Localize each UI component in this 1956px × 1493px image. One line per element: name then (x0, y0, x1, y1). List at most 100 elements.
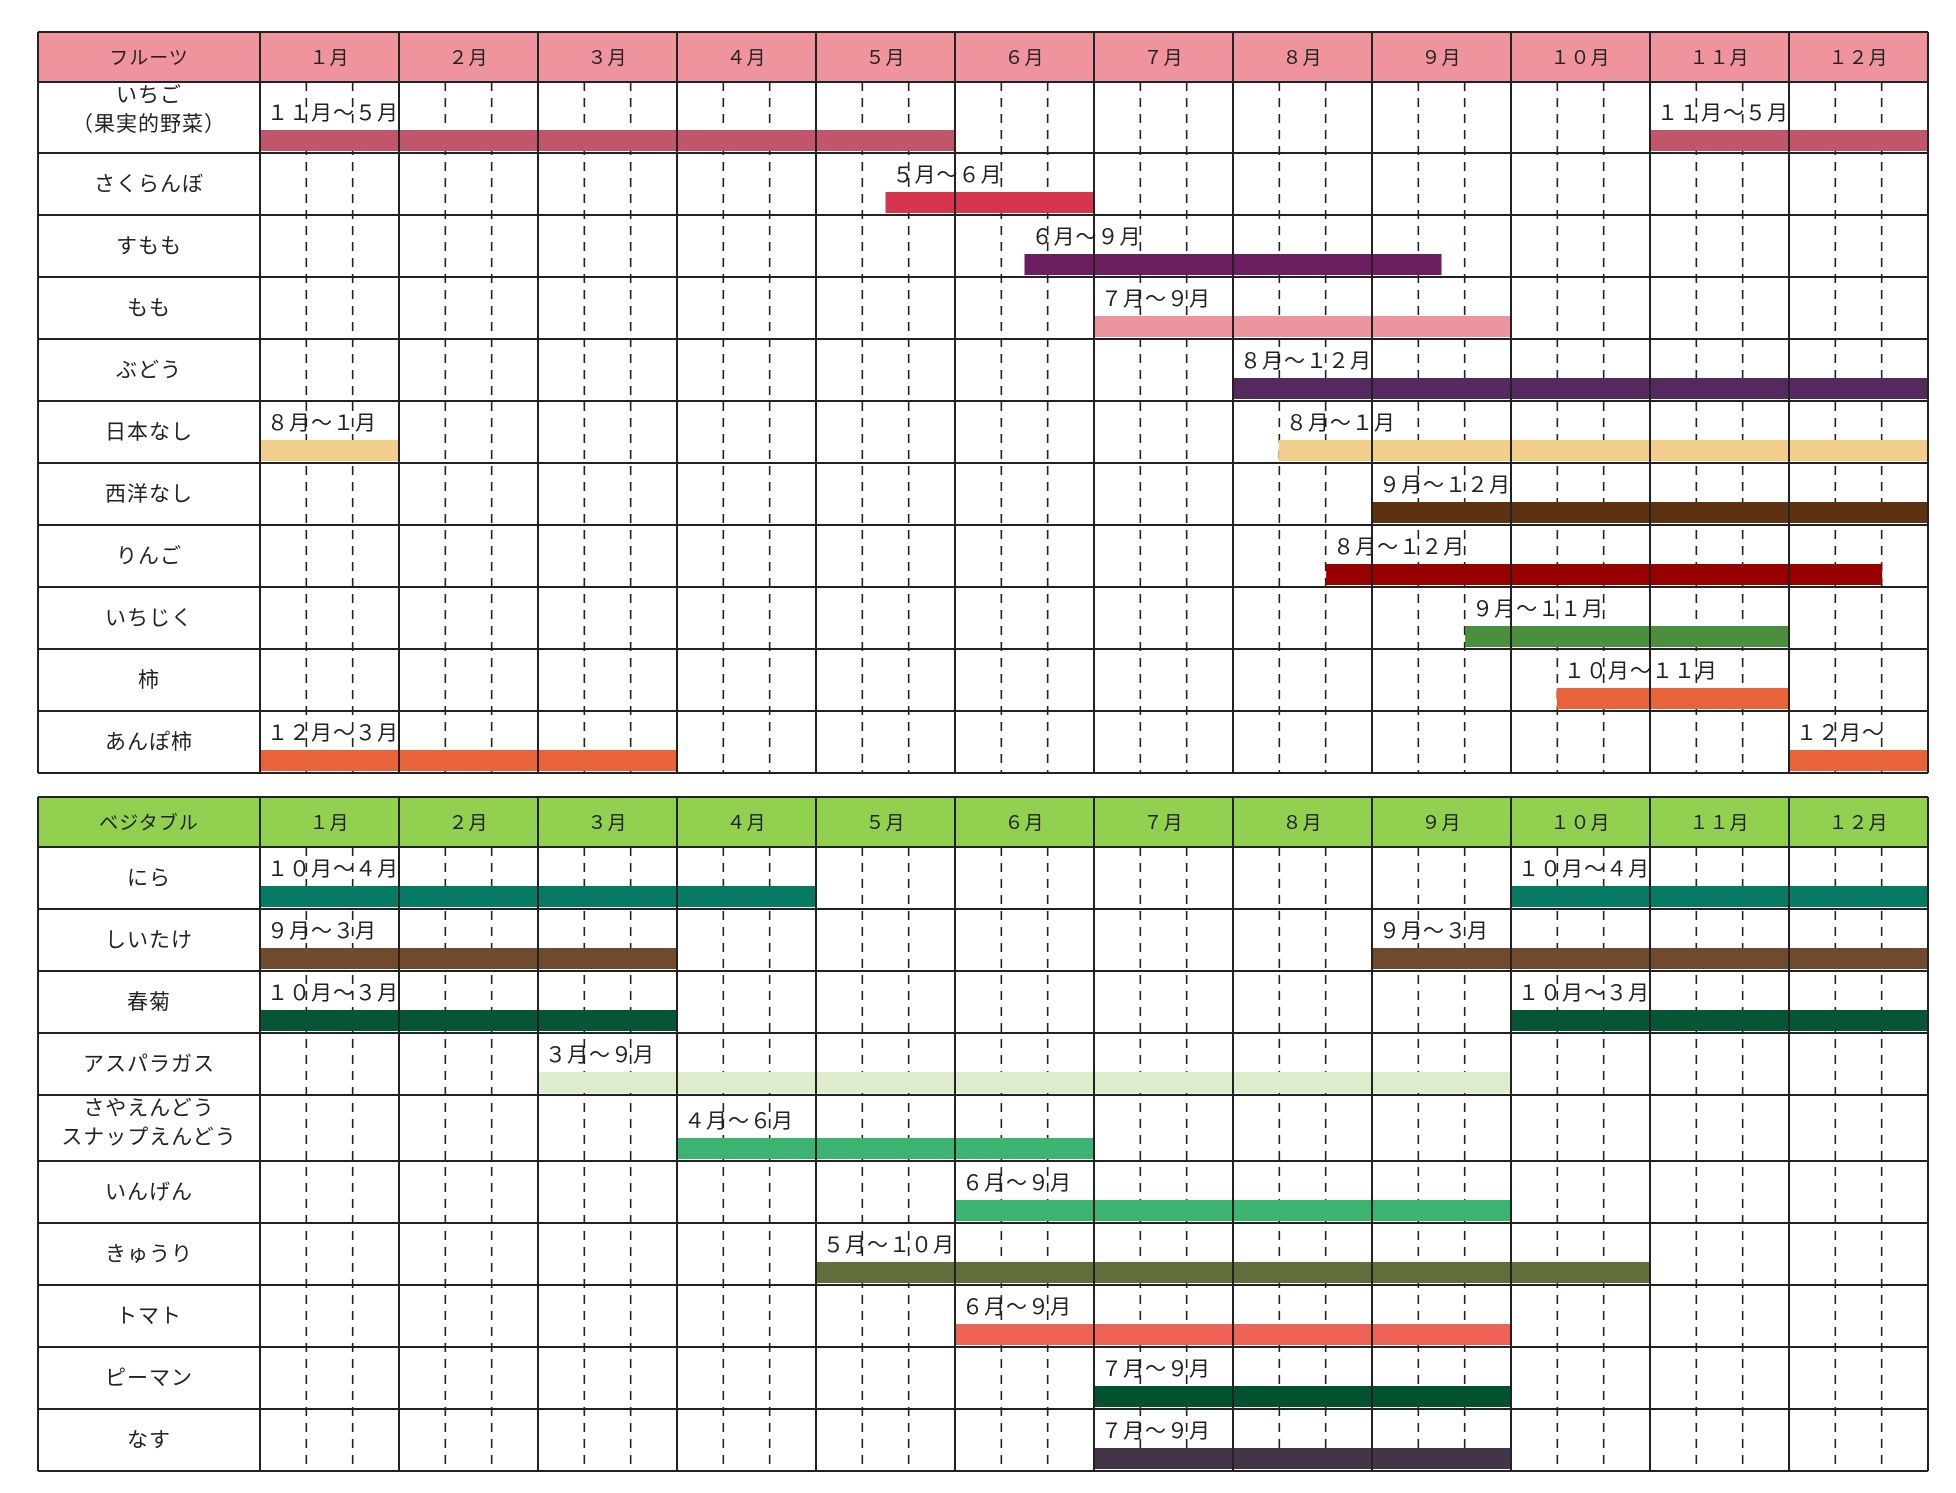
row-name: さくらんぼ (94, 172, 204, 196)
table-header (38, 797, 1928, 847)
row-name: きゅうり (105, 1242, 193, 1266)
category-header-label: フルーツ (109, 47, 189, 69)
season-label: ８月～１２月 (1240, 349, 1372, 373)
season-label: ４月～６月 (684, 1109, 794, 1133)
season-label: ５月～６月 (893, 163, 1003, 187)
season-bar (1465, 626, 1789, 647)
month-header-4: ４月 (726, 47, 766, 69)
season-bar (260, 130, 955, 151)
season-label: １０月～４月 (267, 857, 399, 881)
row-name-line: （果実的野菜） (72, 112, 226, 136)
season-bar (885, 192, 1094, 213)
month-header-12: １２月 (1828, 47, 1888, 69)
season-label: １２月～ (1796, 721, 1884, 745)
season-bar (1233, 378, 1928, 399)
season-bar (677, 1138, 1094, 1159)
row-name: りんご (116, 544, 182, 568)
season-bar (260, 440, 399, 461)
season-bar (1511, 1010, 1928, 1031)
season-label: ７月～９月 (1101, 1357, 1211, 1381)
season-label: １１月～５月 (267, 101, 399, 125)
month-header-11: １１月 (1689, 47, 1749, 69)
month-header-12: １２月 (1828, 812, 1888, 834)
month-header-7: ７月 (1143, 812, 1183, 834)
season-bar (1094, 1386, 1511, 1407)
table-row: 柿 １０月～１１月 (138, 659, 1789, 709)
row-name: トマト (116, 1304, 182, 1328)
month-header-8: ８月 (1282, 812, 1322, 834)
season-label: ６月～９月 (962, 1171, 1072, 1195)
season-label: １０月～１１月 (1564, 659, 1718, 683)
month-header-2: ２月 (448, 812, 488, 834)
season-label: ７月～９月 (1101, 287, 1211, 311)
season-label: １２月～３月 (267, 721, 399, 745)
month-header-9: ９月 (1421, 812, 1461, 834)
month-header-1: １月 (309, 47, 349, 69)
row-name: なす (127, 1428, 171, 1452)
month-header-11: １１月 (1689, 812, 1749, 834)
month-header-9: ９月 (1421, 47, 1461, 69)
season-label: ９月～３月 (267, 919, 377, 943)
month-header-1: １月 (309, 812, 349, 834)
season-label: ７月～９月 (1101, 1419, 1211, 1443)
row-name: いちじく (105, 606, 193, 630)
month-header-8: ８月 (1282, 47, 1322, 69)
table-row: もも ７月～９月 (127, 287, 1511, 337)
season-label: １１月～５月 (1657, 101, 1789, 125)
season-bar (260, 948, 677, 969)
month-header-10: １０月 (1550, 47, 1610, 69)
season-label: ８月～１月 (1286, 411, 1396, 435)
season-bar (260, 750, 677, 771)
table-row: 日本なし ８月～１月 ８月～１月 (105, 411, 1928, 461)
row-name: もも (127, 296, 171, 320)
season-bar (1511, 886, 1928, 907)
table-row: しいたけ ９月～３月 ９月～３月 (105, 919, 1928, 969)
season-label: ６月～９月 (962, 1295, 1072, 1319)
month-header-4: ４月 (726, 812, 766, 834)
season-bar (260, 1010, 677, 1031)
row-name: しいたけ (105, 928, 193, 952)
season-label: ９月～１２月 (1379, 473, 1511, 497)
month-header-7: ７月 (1143, 47, 1183, 69)
month-header-6: ６月 (1004, 812, 1044, 834)
table-header (38, 32, 1928, 82)
season-bar (1094, 1448, 1511, 1469)
table-row: ぶどう ８月～１２月 (116, 349, 1928, 399)
row-name-line: いちご (116, 83, 182, 107)
row-name: いんげん (105, 1180, 193, 1204)
table-row: トマト ６月～９月 (116, 1295, 1511, 1345)
row-name: 西洋なし (105, 482, 193, 506)
table-row: アスパラガス ３月～９月 (83, 1043, 1511, 1093)
table-row: 西洋なし ９月～１２月 (105, 473, 1928, 523)
table-row: にら １０月～４月 １０月～４月 (127, 857, 1928, 907)
season-label: ８月～１２月 (1333, 535, 1465, 559)
month-header-5: ５月 (865, 812, 905, 834)
row-name-line: さやえんどう (83, 1096, 214, 1120)
row-name: にら (127, 866, 171, 890)
table-row: いんげん ６月～９月 (105, 1171, 1511, 1221)
season-bar (1278, 440, 1928, 461)
table-row: すもも ６月～９月 (116, 225, 1442, 275)
row-name: ピーマン (105, 1366, 193, 1390)
table-row: あんぽ柿 １２月～３月 １２月～ (105, 721, 1928, 771)
row-name: ぶどう (116, 358, 182, 382)
table-row: ピーマン ７月～９月 (105, 1357, 1511, 1407)
season-label: ８月～１月 (267, 411, 377, 435)
season-label: ３月～９月 (545, 1043, 655, 1067)
category-header-label: ベジタブル (99, 811, 199, 834)
table-row: いちじく ９月～１１月 (105, 597, 1789, 647)
table-row: きゅうり ５月～１０月 (105, 1233, 1650, 1283)
season-bar (1789, 750, 1928, 771)
season-bar (1556, 688, 1789, 709)
row-name-line: スナップえんどう (61, 1125, 236, 1149)
season-label: ９月～１１月 (1472, 597, 1604, 621)
season-label: １０月～３月 (1518, 981, 1650, 1005)
table-row: さくらんぼ ５月～６月 (94, 163, 1094, 213)
month-header-3: ３月 (587, 47, 627, 69)
season-label: １０月～４月 (1518, 857, 1650, 881)
row-name: 日本なし (105, 420, 193, 444)
